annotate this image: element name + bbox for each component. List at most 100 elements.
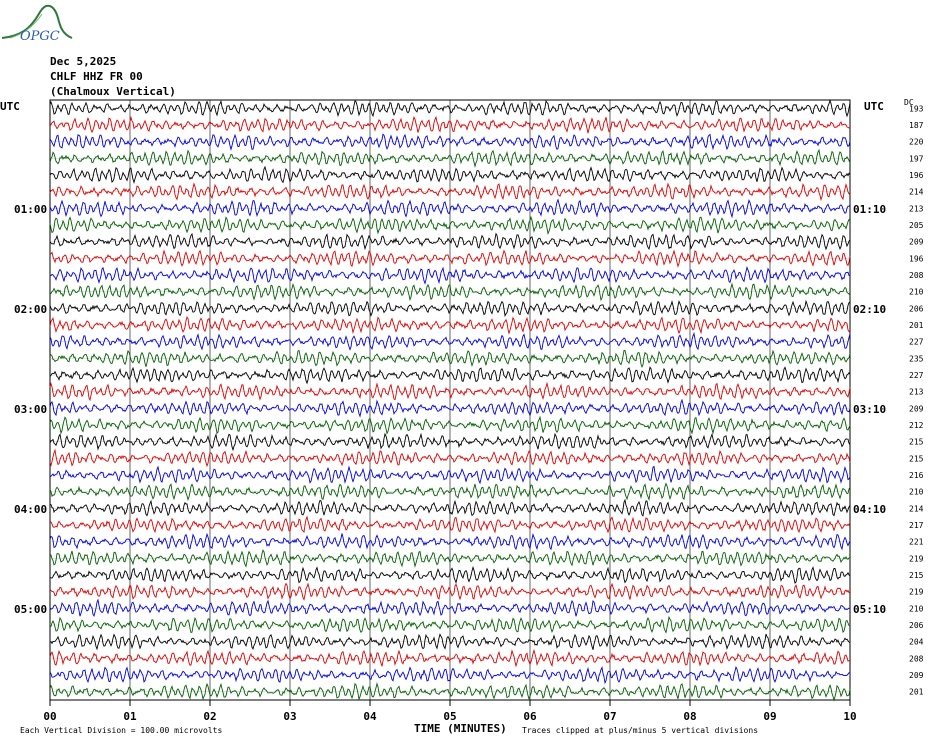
seismic-trace (49, 99, 851, 118)
right-time-label: 02:10 (853, 303, 887, 316)
seismic-trace (49, 265, 851, 285)
dc-value: 215 (909, 454, 924, 463)
seismic-trace (50, 249, 851, 268)
dc-value: 235 (909, 354, 924, 363)
right-time-label: 01:10 (853, 203, 887, 216)
seismic-trace (49, 465, 851, 485)
dc-value: 219 (909, 588, 924, 597)
seismic-trace (49, 332, 851, 351)
seismic-trace (49, 648, 851, 668)
seismic-trace (49, 349, 851, 368)
seismic-trace (49, 432, 851, 452)
seismic-trace (49, 381, 851, 402)
seismic-trace (49, 532, 851, 551)
seismic-trace (49, 115, 851, 134)
seismic-trace (49, 665, 851, 685)
left-time-label: 03:00 (14, 403, 48, 416)
seismic-trace (49, 565, 851, 584)
dc-value: 220 (909, 138, 924, 147)
logo-swoosh-2 (9, 13, 43, 39)
seismic-trace (49, 366, 851, 385)
x-tick-label: 04 (363, 710, 377, 723)
seismic-trace (49, 282, 851, 302)
left-time-label: 05:00 (14, 603, 48, 616)
dc-value: 208 (909, 654, 924, 663)
seismic-trace (49, 633, 851, 651)
date-label: Dec 5,2025 (50, 55, 117, 68)
seismic-trace (49, 582, 851, 601)
seismic-trace (49, 316, 851, 335)
clip-note: Traces clipped at plus/minus 5 vertical … (522, 726, 759, 735)
right-time-label: 03:10 (853, 403, 887, 416)
opgc-logo: OPGC (1, 4, 73, 44)
dc-value: 205 (909, 221, 924, 230)
dc-value: 227 (909, 338, 924, 347)
dc-value: 206 (909, 304, 924, 313)
seismic-trace (49, 398, 851, 418)
seismic-trace (49, 232, 851, 251)
seismic-trace (49, 299, 851, 317)
dc-value: 209 (909, 404, 924, 413)
right-time-label: 05:10 (853, 603, 887, 616)
station-description: (Chalmoux Vertical) (50, 85, 176, 98)
x-tick-label: 00 (43, 710, 56, 723)
x-tick-label: 07 (603, 710, 616, 723)
seismic-trace (49, 148, 851, 168)
dc-value: 201 (909, 321, 924, 330)
dc-label: DC (904, 98, 914, 107)
dc-value: 214 (909, 504, 924, 513)
seismic-trace (49, 215, 851, 236)
dc-value: 196 (909, 254, 924, 263)
seismic-trace (50, 515, 851, 534)
dc-value: 213 (909, 388, 924, 397)
left-time-label: 02:00 (14, 303, 48, 316)
logo-text: OPGC (20, 29, 60, 44)
seismic-trace (49, 133, 851, 151)
seismic-trace (49, 598, 851, 617)
utc-right-label: UTC (864, 100, 884, 113)
x-tick-label: 08 (683, 710, 696, 723)
seismic-trace (49, 182, 851, 202)
x-tick-label: 09 (763, 710, 776, 723)
dc-value: 215 (909, 438, 924, 447)
seismic-trace (49, 165, 851, 185)
dc-value: 209 (909, 238, 924, 247)
seismic-trace (49, 498, 851, 517)
scale-note: Each Vertical Division = 100.00 microvol… (20, 726, 223, 735)
utc-left-label: UTC (0, 100, 20, 113)
x-tick-label: 05 (443, 710, 456, 723)
seismic-trace (49, 615, 851, 634)
dc-value: 213 (909, 204, 924, 213)
dc-value: 215 (909, 571, 924, 580)
dc-value: 210 (909, 604, 924, 613)
x-axis-label: TIME (MINUTES) (414, 722, 507, 735)
dc-value: 187 (909, 121, 924, 130)
x-tick-label: 06 (523, 710, 537, 723)
seismic-trace (49, 415, 851, 435)
dc-value: 201 (909, 688, 924, 697)
right-time-label: 04:10 (853, 503, 887, 516)
x-tick-label: 10 (843, 710, 856, 723)
dc-value: 197 (909, 154, 924, 163)
dc-value: 227 (909, 371, 924, 380)
dc-value: 208 (909, 271, 924, 280)
dc-value: 196 (909, 171, 924, 180)
dc-value: 210 (909, 488, 924, 497)
left-time-label: 01:00 (14, 203, 48, 216)
logo-swoosh (1, 4, 73, 39)
x-tick-label: 02 (203, 710, 216, 723)
seismic-trace (49, 682, 851, 702)
dc-value: 214 (909, 188, 924, 197)
dc-value: 204 (909, 638, 924, 647)
dc-value: 216 (909, 471, 924, 480)
seismic-trace (49, 198, 851, 219)
x-tick-label: 03 (283, 710, 296, 723)
dc-value: 193 (909, 104, 924, 113)
dc-value: 219 (909, 554, 924, 563)
dc-value: 221 (909, 538, 924, 547)
dc-value: 217 (909, 521, 924, 530)
station-label: CHLF HHZ FR 00 (50, 70, 143, 83)
left-time-label: 04:00 (14, 503, 48, 516)
seismic-trace (49, 448, 851, 468)
